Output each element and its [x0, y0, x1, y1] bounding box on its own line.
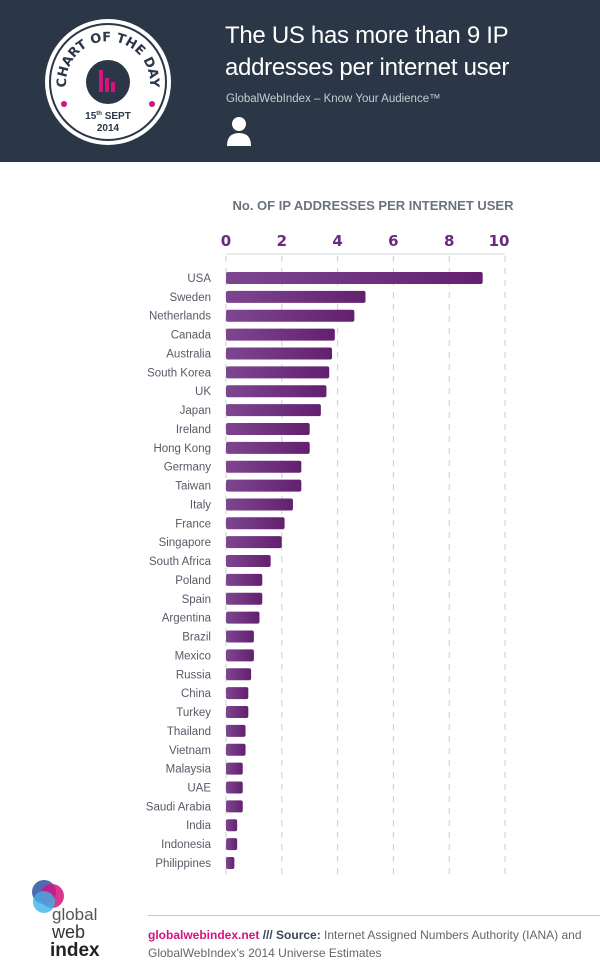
title-line-1: The US has more than 9 IP — [225, 22, 509, 49]
category-label: Spain — [182, 594, 211, 606]
header: CHART OF THE DAY 15th SEPT 2014 The US h… — [0, 0, 600, 162]
bar-poland — [226, 573, 263, 586]
svg-text:global: global — [52, 905, 97, 924]
category-label: South Africa — [149, 556, 212, 568]
category-label: Saudi Arabia — [146, 801, 212, 813]
category-label: Netherlands — [149, 311, 211, 323]
bar-canada — [226, 328, 335, 341]
category-label: Taiwan — [175, 481, 211, 493]
category-label: USA — [187, 273, 211, 285]
bar-philippines — [226, 856, 235, 869]
subtitle: GlobalWebIndex – Know Your Audience™ — [226, 93, 441, 105]
category-label: Philippines — [155, 858, 211, 870]
globalwebindex-logo: global web index — [28, 876, 118, 966]
bar-malaysia — [226, 762, 243, 775]
bar-south-africa — [226, 555, 271, 568]
bar-spain — [226, 592, 263, 605]
bar-italy — [226, 498, 293, 511]
x-tick-label: 4 — [332, 232, 342, 250]
category-label: Brazil — [182, 632, 211, 644]
user-icon — [227, 117, 251, 146]
category-label: Canada — [171, 330, 212, 342]
bar-russia — [226, 668, 252, 681]
svg-text:15th SEPT: 15th SEPT — [85, 111, 131, 122]
category-label: UAE — [187, 782, 211, 794]
bar-usa — [226, 272, 483, 284]
title-line-2: addresses per internet user — [225, 54, 510, 81]
svg-text:index: index — [50, 940, 100, 961]
page-title: The US has more than 9 IP addresses per … — [225, 20, 509, 84]
category-label: Sweden — [169, 292, 211, 304]
bar-ireland — [226, 422, 310, 435]
bar-china — [226, 687, 249, 700]
category-label: France — [175, 518, 211, 530]
category-label: China — [181, 688, 212, 700]
bar-netherlands — [226, 309, 355, 322]
svg-text:web: web — [51, 922, 85, 942]
separator: /// — [259, 928, 277, 942]
bar-hong-kong — [226, 441, 310, 454]
category-label: UK — [195, 386, 211, 398]
x-tick-label: 6 — [388, 232, 398, 250]
bar-uk — [226, 385, 327, 398]
category-label: Vietnam — [169, 745, 211, 757]
bar-singapore — [226, 536, 282, 549]
bar-mexico — [226, 649, 254, 662]
bar-turkey — [226, 706, 249, 719]
category-label: Ireland — [176, 424, 211, 436]
category-label: Argentina — [162, 613, 212, 625]
footer-divider — [148, 915, 600, 916]
x-tick-label: 2 — [277, 232, 287, 250]
bar-saudi-arabia — [226, 800, 243, 813]
bar-france — [226, 517, 285, 530]
site-link[interactable]: globalwebindex.net — [148, 928, 260, 942]
category-label: Poland — [175, 575, 211, 587]
source-note: globalwebindex.net /// Source: Internet … — [148, 926, 588, 962]
category-label: South Korea — [147, 367, 212, 379]
bar-indonesia — [226, 838, 238, 851]
source-label: Source: — [276, 928, 321, 942]
category-label: Russia — [176, 669, 212, 681]
category-label: Singapore — [159, 537, 211, 549]
chart-of-the-day-badge: CHART OF THE DAY 15th SEPT 2014 — [45, 19, 171, 145]
bar-thailand — [226, 724, 246, 737]
category-label: Australia — [166, 348, 211, 360]
bar-india — [226, 819, 238, 832]
category-label: Hong Kong — [153, 443, 211, 455]
category-label: Mexico — [175, 650, 211, 662]
bar-brazil — [226, 630, 254, 643]
category-label: Malaysia — [166, 764, 212, 776]
x-tick-label: 8 — [444, 232, 454, 250]
bar-japan — [226, 404, 321, 417]
bar-australia — [226, 347, 333, 360]
bar-germany — [226, 460, 302, 473]
bar-south-korea — [226, 366, 330, 379]
bar-argentina — [226, 611, 260, 624]
bar-chart: No. OF IP ADDRESSES PER INTERNET USER 0 2 4… — [146, 198, 515, 875]
chart-title: No. OF IP ADDRESSES PER INTERNET USER — [233, 198, 515, 213]
category-label: Thailand — [167, 726, 211, 738]
x-tick-label: 0 — [221, 232, 231, 250]
category-label: Germany — [164, 462, 212, 474]
category-label: Japan — [180, 405, 211, 417]
bar-vietnam — [226, 743, 246, 756]
category-label: Italy — [190, 499, 211, 511]
svg-text:2014: 2014 — [97, 123, 120, 134]
category-label: India — [186, 820, 212, 832]
bar-taiwan — [226, 479, 302, 492]
x-tick-label: 10 — [489, 232, 510, 250]
category-label: Turkey — [176, 707, 211, 719]
category-label: Indonesia — [161, 839, 211, 851]
bar-uae — [226, 781, 243, 794]
source-text: Internet Assigned Numbers Authority (IAN… — [148, 928, 582, 960]
bar-sweden — [226, 290, 366, 303]
